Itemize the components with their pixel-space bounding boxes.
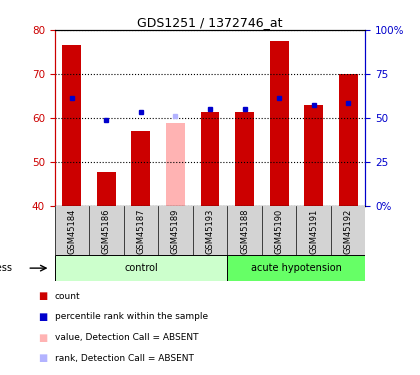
- Text: rank, Detection Call = ABSENT: rank, Detection Call = ABSENT: [55, 354, 194, 363]
- Text: GSM45187: GSM45187: [136, 209, 145, 254]
- Bar: [304, 105, 323, 206]
- Text: ■: ■: [38, 291, 47, 301]
- Bar: [227, 255, 365, 281]
- Bar: [55, 255, 227, 281]
- Text: percentile rank within the sample: percentile rank within the sample: [55, 312, 208, 321]
- Text: GSM45188: GSM45188: [240, 209, 249, 254]
- Text: ■: ■: [38, 333, 47, 342]
- Bar: [200, 111, 220, 206]
- Text: GSM45193: GSM45193: [205, 209, 215, 254]
- Bar: [270, 41, 289, 206]
- Text: acute hypotension: acute hypotension: [251, 263, 342, 273]
- Bar: [339, 74, 357, 206]
- Bar: [97, 172, 116, 206]
- Title: GDS1251 / 1372746_at: GDS1251 / 1372746_at: [137, 16, 283, 29]
- Text: value, Detection Call = ABSENT: value, Detection Call = ABSENT: [55, 333, 198, 342]
- Text: GSM45190: GSM45190: [275, 209, 284, 254]
- Text: GSM45189: GSM45189: [171, 209, 180, 254]
- Bar: [166, 123, 185, 206]
- Text: ■: ■: [38, 312, 47, 322]
- Bar: [131, 131, 150, 206]
- Text: GSM45191: GSM45191: [309, 209, 318, 254]
- Bar: [235, 111, 254, 206]
- Text: stress: stress: [0, 263, 13, 273]
- Text: ■: ■: [38, 353, 47, 363]
- Text: GSM45186: GSM45186: [102, 209, 111, 254]
- Text: count: count: [55, 292, 80, 301]
- Text: GSM45192: GSM45192: [344, 209, 353, 254]
- Bar: [63, 45, 81, 206]
- Text: control: control: [124, 263, 158, 273]
- Text: GSM45184: GSM45184: [67, 209, 76, 254]
